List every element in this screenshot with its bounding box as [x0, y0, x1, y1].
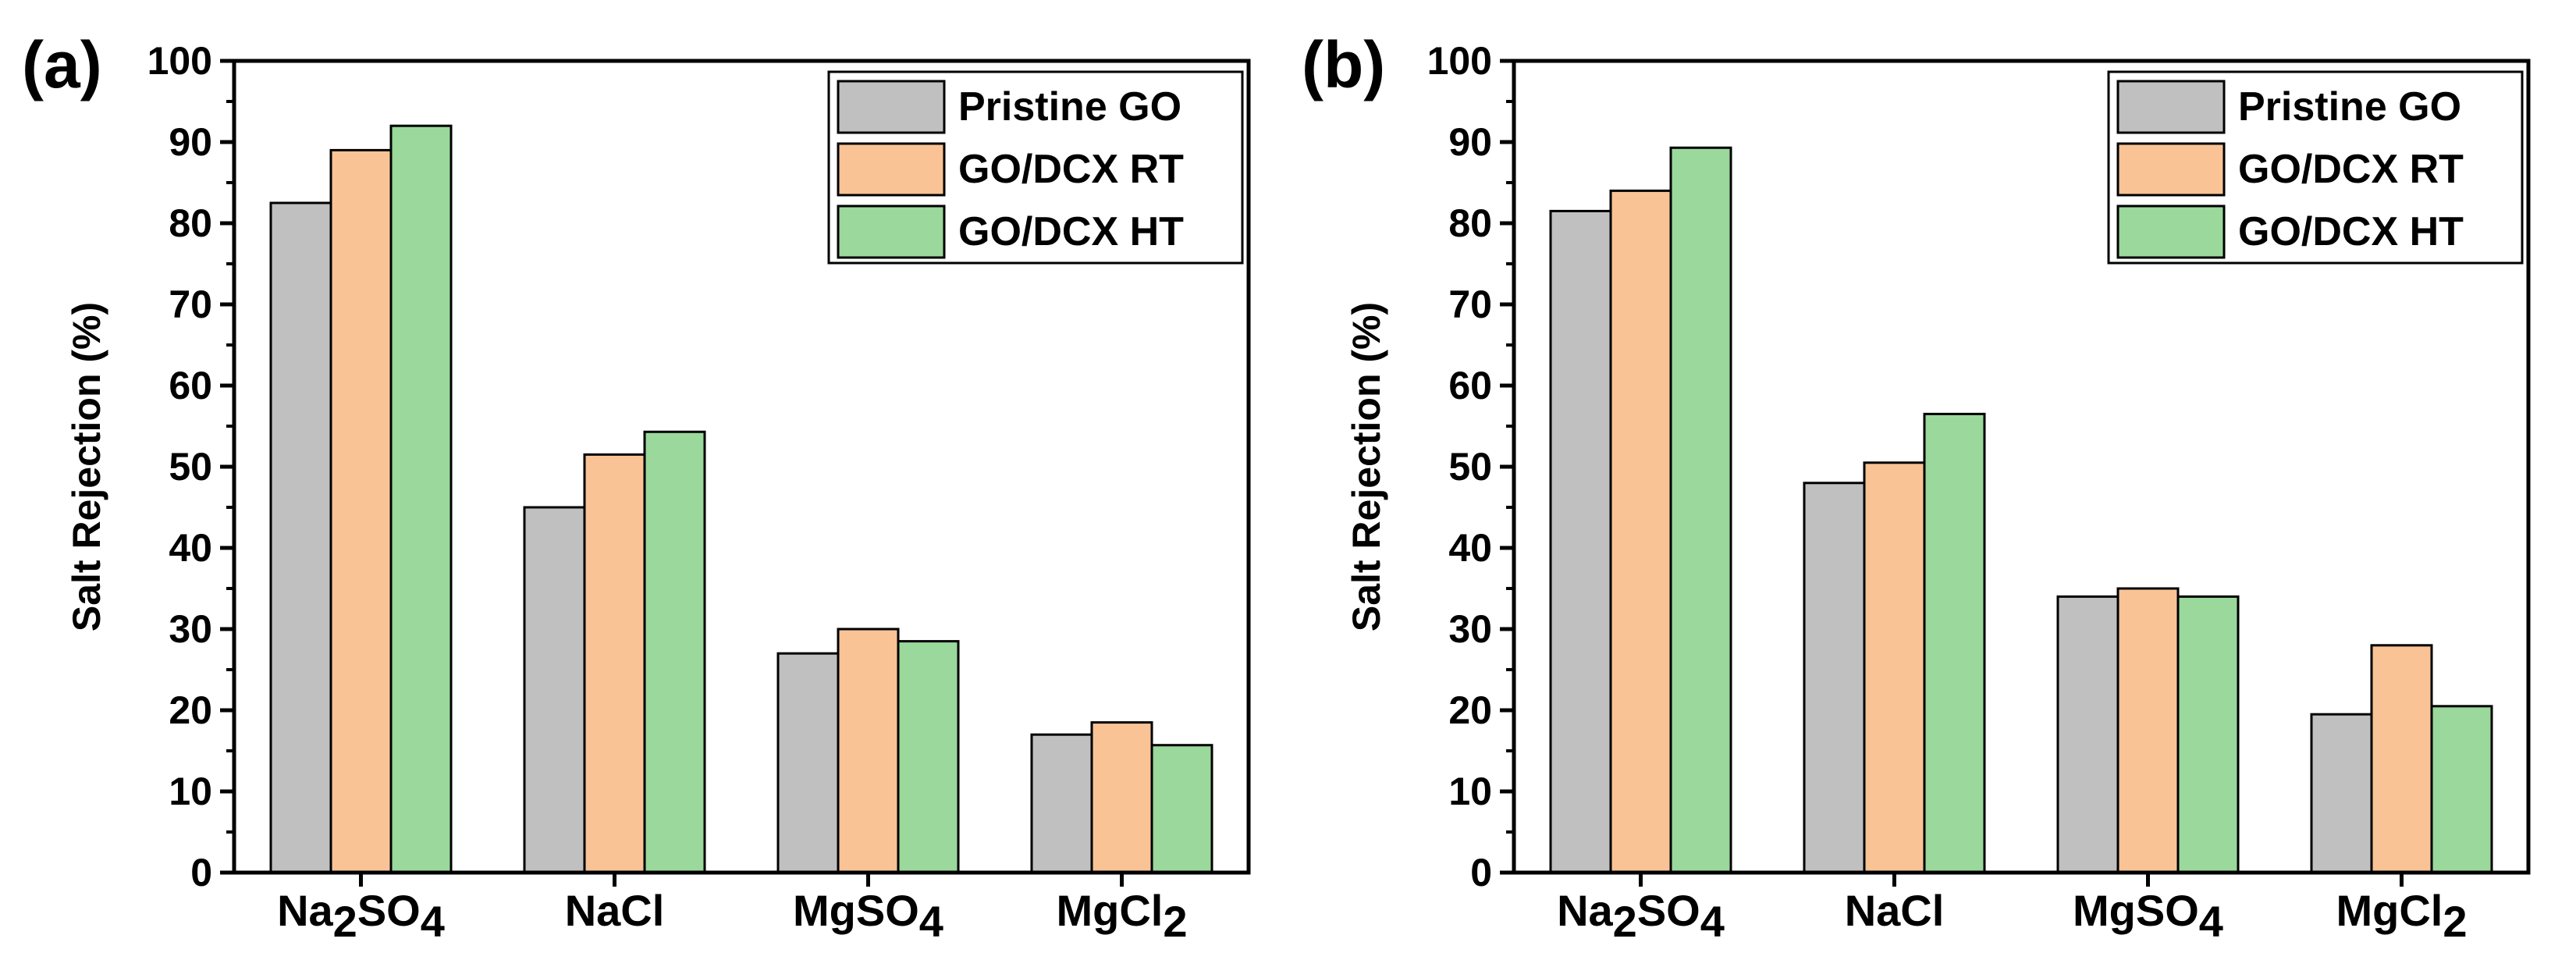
y-tick-label: 60 [169, 364, 212, 407]
y-tick-label: 30 [169, 607, 212, 651]
bar-mgcl2-go-dcx-rt [1090, 721, 1153, 874]
legend-swatch [2116, 80, 2226, 134]
y-tick-label: 40 [169, 526, 212, 570]
x-category-label: MgSO4 [2073, 886, 2223, 946]
bar-mgcl2-go-dcx-ht [2430, 705, 2493, 874]
y-tick-label: 50 [169, 445, 212, 489]
y-tick-label: 80 [169, 201, 212, 245]
legend-label: GO/DCX RT [958, 147, 1184, 192]
legend-swatch [2116, 204, 2226, 259]
panel-label: (a) [22, 28, 102, 101]
y-tick-label: 40 [1448, 526, 1492, 570]
y-tick-label: 90 [1448, 120, 1492, 164]
y-tick-label: 60 [1448, 364, 1492, 407]
bar-na2so4-go-dcx-ht [389, 124, 453, 874]
bar-nacl-go-dcx-ht [1923, 412, 1986, 874]
bar-nacl-go-dcx-rt [1863, 461, 1926, 874]
y-tick-label: 10 [1448, 770, 1492, 813]
legend-label: GO/DCX RT [2238, 147, 2464, 192]
bar-na2so4-pristine-go [1549, 209, 1612, 874]
panel-a: (a) 0 10 20 30 40 50 60 70 80 90 100 Na2SO4 NaCl MgSO4… [22, 28, 1251, 946]
y-tick-label: 50 [1448, 445, 1492, 489]
y-tick-label: 70 [169, 283, 212, 326]
legend-label: Pristine GO [958, 84, 1181, 130]
y-axis-title: Salt Rejection (%) [65, 302, 108, 631]
bar-mgcl2-go-dcx-ht [1150, 744, 1213, 874]
y-tick-label: 0 [1470, 851, 1492, 894]
bar-nacl-pristine-go [523, 506, 586, 874]
legend-label: GO/DCX HT [2238, 209, 2464, 254]
bar-na2so4-pristine-go [269, 201, 332, 874]
bar-na2so4-go-dcx-rt [329, 148, 393, 874]
y-tick-label: 0 [190, 851, 212, 894]
bar-mgso4-pristine-go [2056, 595, 2119, 874]
legend-label: Pristine GO [2238, 84, 2461, 130]
bar-nacl-go-dcx-rt [583, 453, 646, 874]
y-tick-label: 20 [169, 688, 212, 732]
legend-swatch [837, 142, 946, 197]
y-tick-label: 30 [1448, 607, 1492, 651]
y-tick-label: 80 [1448, 201, 1492, 245]
y-tick-label: 70 [1448, 283, 1492, 326]
bar-nacl-go-dcx-ht [643, 430, 706, 874]
legend-label: GO/DCX HT [958, 209, 1184, 254]
bar-na2so4-go-dcx-ht [1669, 146, 1732, 874]
legend-swatch [2116, 142, 2226, 197]
bar-mgcl2-pristine-go [2310, 713, 2373, 874]
bar-mgcl2-pristine-go [1030, 733, 1093, 874]
panel-label: (b) [1302, 28, 1385, 101]
x-category-label: Na2SO4 [1557, 886, 1725, 946]
bar-mgcl2-go-dcx-rt [2370, 644, 2433, 874]
y-tick-label: 90 [169, 120, 212, 164]
x-category-label: Na2SO4 [277, 886, 445, 946]
y-tick-label: 100 [1427, 39, 1492, 83]
x-category-label: MgSO4 [793, 886, 943, 946]
bar-mgso4-pristine-go [776, 652, 840, 874]
bar-mgso4-go-dcx-rt [837, 628, 900, 874]
y-tick-label: 20 [1448, 688, 1492, 732]
x-category-label: NaCl [565, 886, 665, 935]
bar-na2so4-go-dcx-rt [1609, 189, 1672, 874]
panel-b: (b) 0 10 20 30 40 50 60 70 80 90 100 Na2SO4 NaCl MgSO4… [1302, 28, 2531, 946]
x-category-label: MgCl2 [1056, 886, 1187, 946]
legend-swatch [837, 204, 946, 259]
legend-swatch [837, 80, 946, 134]
x-category-label: MgCl2 [2336, 886, 2467, 946]
bar-mgso4-go-dcx-ht [897, 640, 960, 874]
bar-nacl-pristine-go [1803, 482, 1866, 874]
bar-mgso4-go-dcx-ht [2176, 595, 2240, 874]
bar-mgso4-go-dcx-rt [2116, 587, 2180, 874]
x-category-label: NaCl [1845, 886, 1945, 935]
y-tick-label: 10 [169, 770, 212, 813]
y-axis-title: Salt Rejection (%) [1345, 302, 1388, 631]
y-tick-label: 100 [147, 39, 212, 83]
